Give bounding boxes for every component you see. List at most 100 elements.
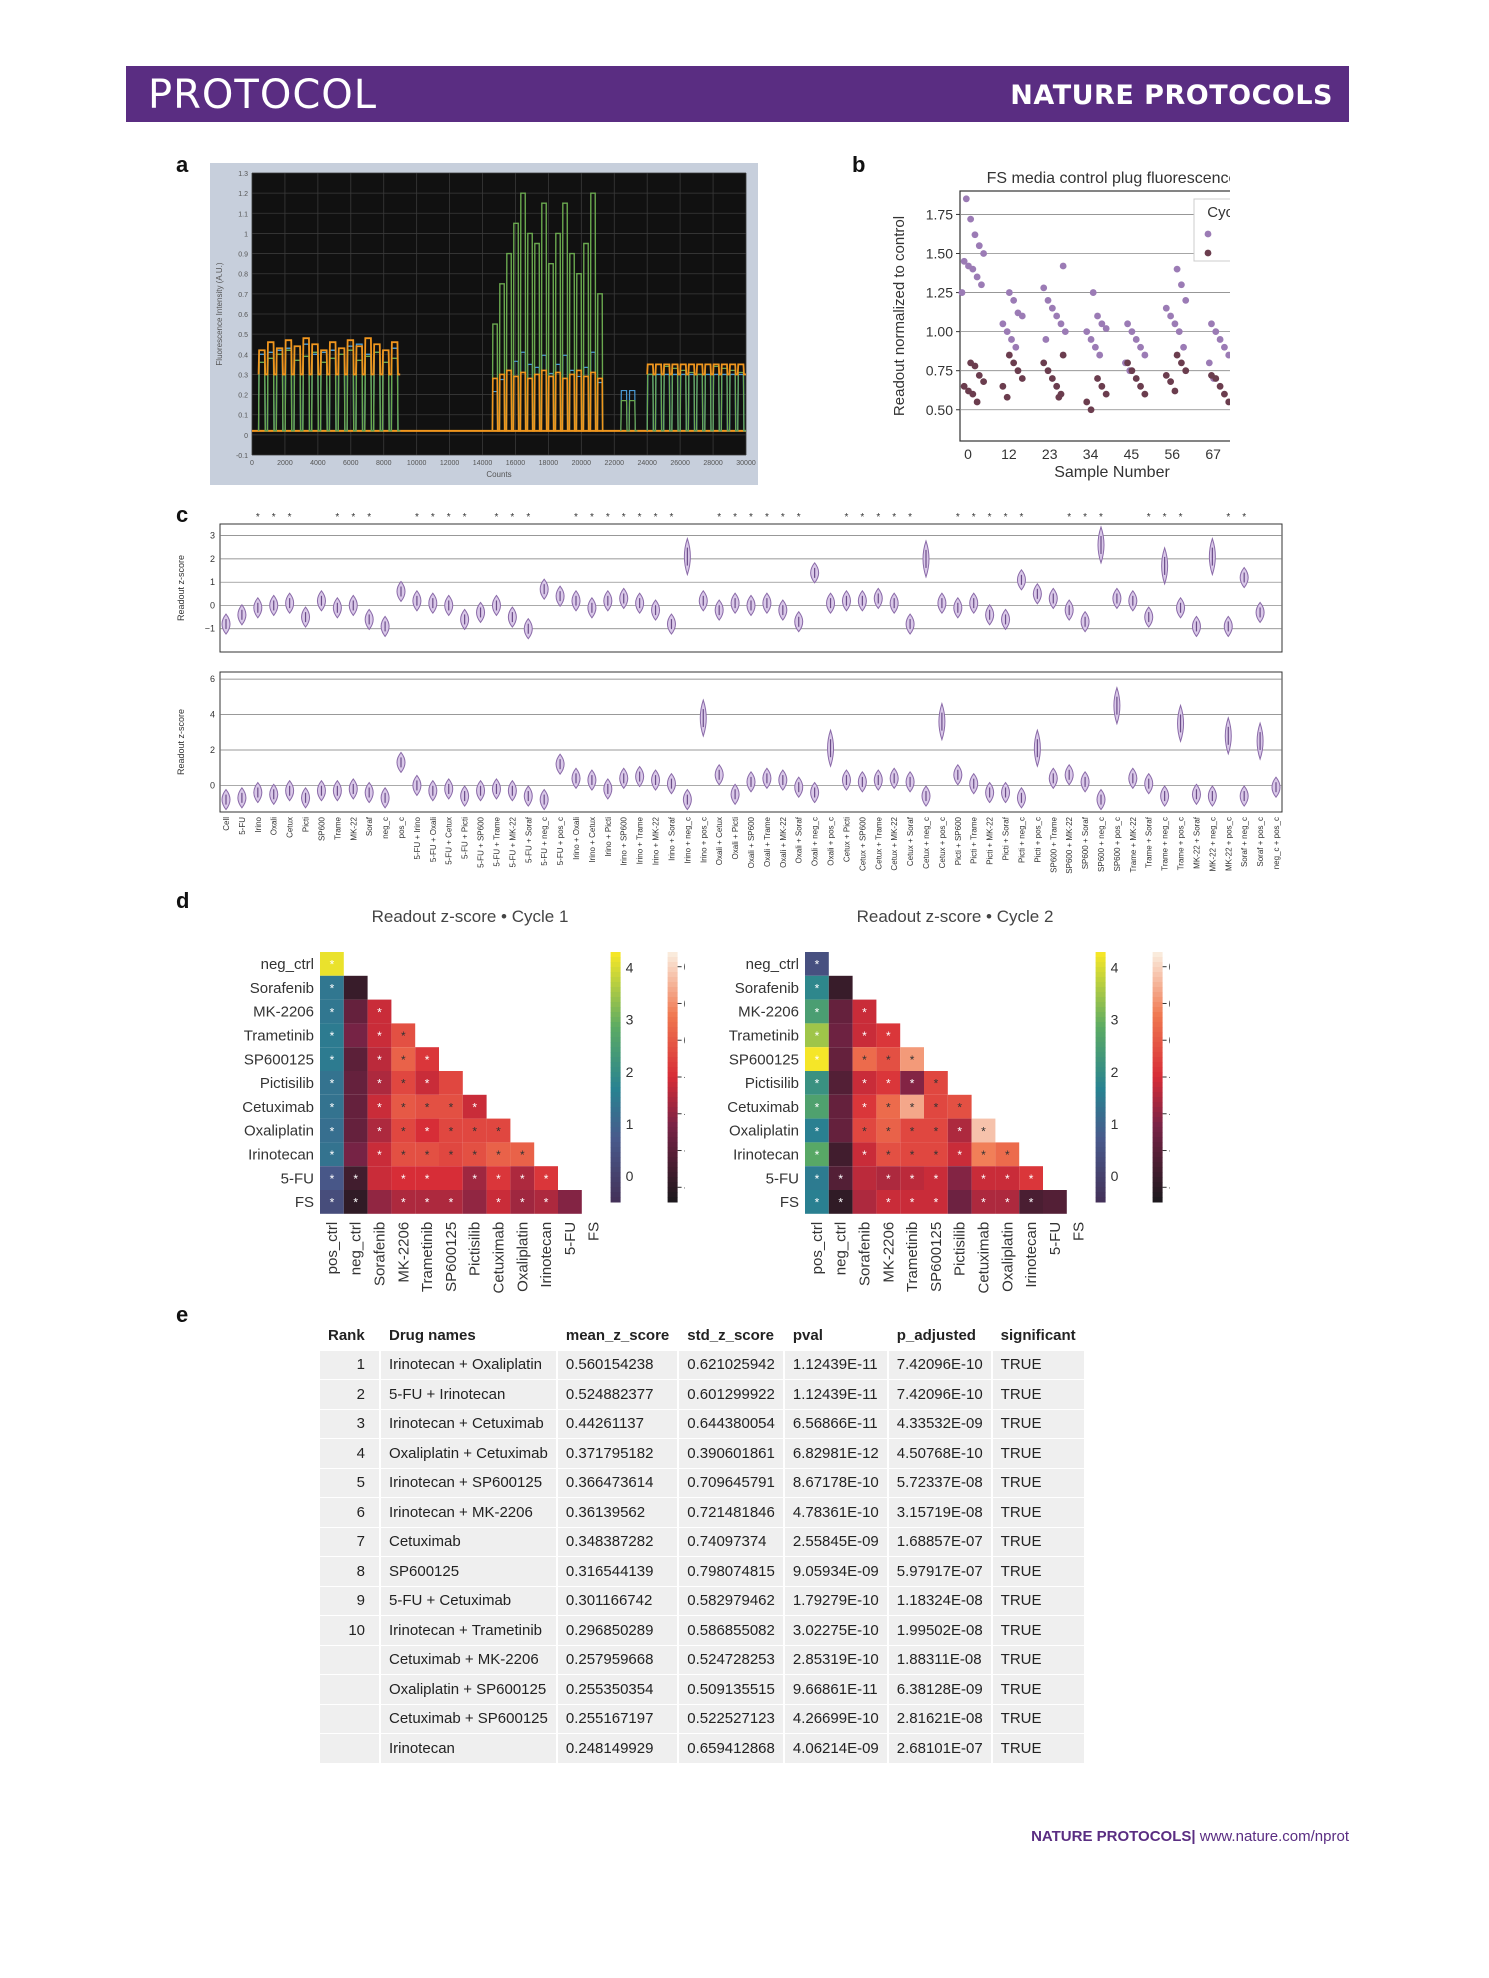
data-point (1014, 367, 1022, 375)
data-point (1132, 375, 1140, 382)
x-tick-label: 30000 (736, 460, 756, 467)
heatmap-cell (367, 1142, 392, 1167)
x-tick-label: 0 (964, 446, 972, 462)
header-banner: PROTOCOL NATURE PROTOCOLS (126, 66, 1349, 122)
row-label: Cetuximab (727, 1099, 799, 1116)
significance-marker: * (330, 1005, 335, 1019)
significance-marker: * (520, 1172, 525, 1186)
colorbar-segment (1152, 1127, 1163, 1133)
significance-marker: * (862, 1077, 867, 1091)
significance-marker: * (449, 1100, 454, 1114)
colorbar-segment (667, 1157, 678, 1163)
heatmap-cell (805, 1023, 829, 1048)
significance-marker: * (886, 1124, 891, 1138)
page-footer: NATURE PROTOCOLS| www.nature.com/nprot (1031, 1828, 1349, 1845)
heatmap-cell (828, 1166, 853, 1190)
row-label: Oxaliplatin (244, 1123, 314, 1140)
significance-marker: * (335, 512, 339, 523)
colorbar-segment (610, 982, 621, 988)
x-tick-label: 28000 (703, 460, 723, 467)
data-point (1167, 378, 1175, 386)
colorbar-segment (667, 1172, 678, 1178)
significance-marker: * (377, 1148, 382, 1162)
footer-url[interactable]: www.nature.com/nprot (1199, 1828, 1349, 1845)
heatmap-cell (1019, 1166, 1043, 1190)
significance-marker: * (910, 1100, 915, 1114)
heatmap-cell (439, 1166, 463, 1190)
y-tick-label: 1.25 (926, 285, 953, 301)
significance-marker: * (934, 1100, 939, 1114)
x-tick-label: Soraf + pos_c (1256, 817, 1265, 867)
data-point (1098, 320, 1106, 328)
heatmap-cell (805, 1118, 829, 1143)
data-point (1044, 296, 1052, 304)
top-plot-area (219, 523, 1283, 653)
colorbar-segment (1095, 1052, 1106, 1058)
significance-marker: * (981, 1124, 986, 1138)
table-cell: 4 (320, 1438, 381, 1468)
colorbar-segment (1095, 1087, 1106, 1093)
colorbar-tick-label: 1 (626, 1116, 634, 1132)
colorbar-segment (667, 1162, 678, 1168)
y-tick-label: 1 (210, 577, 215, 587)
x-tick-label: 26000 (670, 460, 690, 467)
table-cell: 6.38128E-09 (887, 1674, 993, 1704)
colorbar-segment (667, 962, 678, 968)
colorbar-segment (610, 1182, 621, 1188)
significance-marker: * (431, 512, 435, 523)
colorbar-segment (1095, 1122, 1106, 1128)
data-point (1137, 382, 1144, 390)
colorbar-tick-label: −0.75 (684, 1143, 685, 1159)
colorbar-segment (610, 1097, 621, 1103)
data-point (1180, 343, 1187, 351)
heatmap-cell (876, 1023, 901, 1048)
significance-marker: * (670, 512, 674, 523)
heatmap-cell (828, 1142, 853, 1167)
significance-marker: * (886, 1029, 891, 1043)
x-tick-label: Cetux + Soraf (906, 816, 915, 866)
significance-marker: * (472, 1124, 477, 1138)
colorbar-segment (610, 1177, 621, 1183)
significance-marker: * (377, 1077, 382, 1091)
colorbar-segment (667, 952, 678, 958)
data-point (1005, 289, 1013, 296)
colorbar-segment (1152, 992, 1163, 998)
colorbar-segment (1152, 1042, 1163, 1048)
table-cell: 0.316544139 (556, 1556, 680, 1586)
significance-marker: * (862, 1148, 867, 1162)
colorbar-segment (1152, 967, 1163, 973)
data-point (1102, 325, 1110, 332)
significance-marker: * (353, 1172, 358, 1186)
heatmap-cell (320, 952, 344, 976)
colorbar-segment (610, 1127, 621, 1133)
colorbar-segment (1152, 1172, 1163, 1178)
table-row: Cetuximab + SP600125 0.255167197 0.5225271… (320, 1703, 1086, 1734)
row-label: Oxaliplatin (729, 1123, 799, 1140)
data-point (973, 273, 981, 281)
significance-marker: * (981, 1172, 986, 1186)
colorbar-segment (667, 992, 678, 998)
data-point (1083, 398, 1091, 406)
table-cell: 0.257959668 (556, 1644, 680, 1675)
significance-marker: * (401, 1172, 406, 1186)
heatmap-cell (367, 1023, 392, 1048)
colorbar-segment (610, 1112, 621, 1118)
heatmap-cell (900, 1047, 924, 1071)
table-row: 8 SP600125 0.316544139 0.798074815 9.05934E-… (320, 1556, 1086, 1586)
colorbar-tick-label: 0.00 (684, 1032, 685, 1048)
x-tick-label: MK-22 (349, 816, 358, 840)
table-cell: 1.99502E-08 (887, 1615, 993, 1645)
data-point (1175, 328, 1183, 336)
data-point (967, 359, 975, 367)
row-label: 5-FU (281, 1170, 314, 1187)
column-label: neg_ctrl (833, 1222, 850, 1275)
table-cell: 0.601299922 (678, 1379, 785, 1409)
table-cell: 0.659412868 (678, 1733, 785, 1763)
data-point (1128, 328, 1136, 336)
x-tick-label: Trame + MK-22 (1129, 816, 1138, 872)
heatmap-cell (805, 1094, 829, 1119)
colorbar-segment (1152, 1162, 1163, 1168)
row-label: FS (295, 1194, 314, 1211)
significance-marker: * (862, 1100, 867, 1114)
table-cell: 0.509135515 (678, 1674, 785, 1704)
